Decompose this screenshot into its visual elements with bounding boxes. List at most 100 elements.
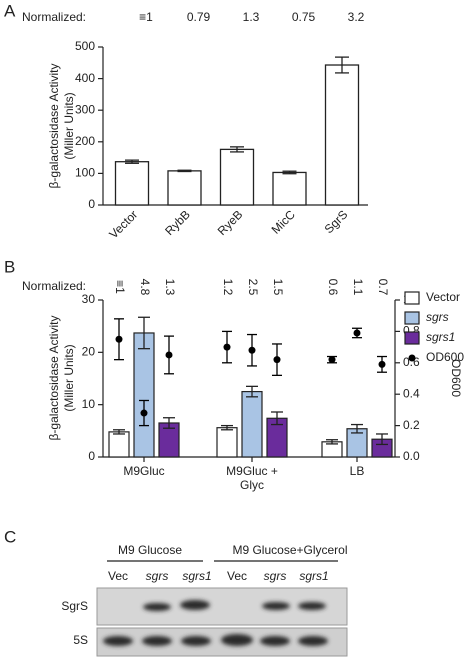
bar: [114, 161, 150, 206]
normalized-value: 1.3: [243, 10, 260, 24]
y2-tick-label: 0.6: [403, 355, 420, 369]
normalized-value: 3.2: [348, 10, 365, 24]
bar: [219, 148, 255, 206]
error-bar: [221, 424, 233, 431]
bands: [103, 600, 328, 646]
lane-label: Vec: [108, 569, 128, 583]
error-bar: [230, 146, 244, 153]
row-label: 5S: [73, 633, 88, 647]
error-bar: [376, 433, 388, 446]
legend-marker: [408, 354, 416, 362]
normalized-value: 1.2: [221, 279, 235, 296]
od-point: [378, 360, 386, 368]
lane-label: sgrs1: [182, 569, 211, 583]
y-tick-label: 10: [82, 397, 96, 411]
lane-label: sgrs: [146, 569, 169, 583]
band: [260, 636, 290, 646]
error-bar: [246, 385, 258, 398]
panel-letter: B: [4, 257, 15, 276]
bar: [216, 427, 238, 458]
band: [103, 636, 133, 646]
x-tick-label: RyeB: [215, 207, 246, 238]
band: [181, 636, 211, 646]
normalized-value: 2.5: [246, 279, 260, 296]
x-tick-label: M9Gluc + Glyc: [226, 464, 278, 492]
y-axis-label: β-galactosidase Activity: [47, 316, 61, 441]
od-point: [165, 351, 173, 359]
od-point: [223, 343, 231, 351]
normalized-value: 0.79: [187, 10, 211, 24]
x-tick-label: MicC: [269, 207, 298, 236]
panel-letter: C: [4, 527, 16, 546]
band: [221, 634, 253, 646]
normalized-value: 4.8: [138, 279, 152, 296]
x-tick-label: RybB: [162, 207, 193, 238]
y2-tick-label: 0.4: [403, 386, 420, 400]
normalized-label: Normalized:: [22, 279, 86, 293]
od-point: [115, 335, 123, 343]
x-tick-label: LB: [349, 464, 365, 478]
y-tick-label: 300: [75, 102, 95, 116]
band: [180, 600, 210, 610]
y-tick-label: 400: [75, 71, 95, 85]
x-tick-label: SgrS: [322, 207, 351, 236]
lane-label: sgrs1: [299, 569, 328, 583]
y2-axis-label: OD600: [449, 359, 463, 397]
y-axis-label: (Miller Units): [62, 344, 76, 411]
error-bar: [351, 423, 363, 434]
bar: [241, 390, 263, 458]
bar: [133, 332, 155, 458]
y-tick-label: 20: [82, 345, 96, 359]
legend-label: OD600: [426, 350, 464, 364]
gel-group-label: M9 Glucose+Glycerol: [232, 543, 347, 557]
normalized-value: 1.3: [163, 279, 177, 296]
y-tick-label: 0: [88, 197, 95, 211]
band: [298, 602, 326, 610]
y-tick-label: 200: [75, 134, 95, 148]
panel-letter: A: [4, 1, 16, 20]
legend-label: sgrs: [426, 310, 449, 324]
y-tick-label: 100: [75, 166, 95, 180]
y-tick-label: 0: [88, 449, 95, 463]
normalized-value: 0.75: [292, 10, 316, 24]
band: [262, 602, 290, 610]
bar: [272, 171, 307, 206]
bar: [167, 170, 202, 206]
lane-label: sgrs: [264, 569, 287, 583]
legend-swatch: [404, 311, 420, 325]
y2-tick-label: 0.0: [403, 449, 420, 463]
legend-swatch: [404, 291, 420, 305]
error-bar: [138, 316, 150, 350]
od-point: [273, 356, 281, 364]
normalized-value: 0.7: [376, 279, 390, 296]
y2-tick-label: 0.2: [403, 418, 420, 432]
y-axis-label: β-galactosidase Activity: [47, 64, 61, 189]
od-point: [248, 346, 256, 354]
gel-group-label: M9 Glucose: [118, 543, 182, 557]
normalized-label: Normalized:: [22, 10, 86, 24]
od-point: [328, 356, 336, 364]
error-bar: [125, 159, 139, 164]
x-tick-label: M9Gluc: [123, 464, 165, 478]
normalized-value: 1.1: [351, 279, 365, 296]
normalized-value: ≡1: [139, 10, 153, 24]
bar: [324, 64, 360, 206]
error-bar: [163, 417, 175, 429]
x-tick-label-box: M9Gluc: [123, 464, 165, 478]
od-point: [353, 329, 361, 337]
x-tick-label: Vector: [106, 207, 140, 241]
band: [142, 636, 172, 646]
od-point: [140, 409, 148, 417]
error-bar: [326, 439, 338, 445]
error-bar: [282, 170, 297, 175]
bar: [108, 431, 130, 458]
band: [143, 603, 171, 611]
error-bar: [113, 429, 125, 435]
y-tick-label: 30: [82, 292, 96, 306]
legend-label: sgrs1: [426, 330, 455, 344]
legend-swatch: [404, 331, 420, 345]
y-tick-label: 500: [75, 39, 95, 53]
row-label: SgrS: [61, 599, 88, 613]
band: [298, 636, 328, 646]
